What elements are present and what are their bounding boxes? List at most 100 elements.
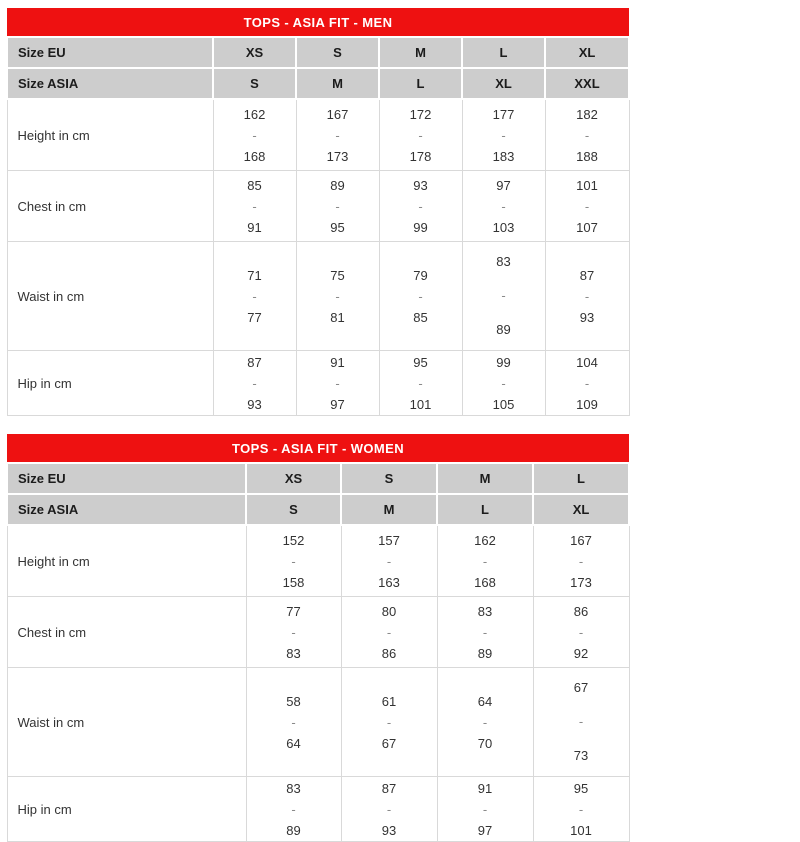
- size-cell: S: [212, 67, 297, 100]
- range-min: 93: [413, 177, 428, 193]
- measure-row-hip: Hip in cm 83 - 89 87 - 93 91 - 97 95 - 101: [6, 776, 630, 842]
- range-dash: -: [291, 801, 296, 817]
- range-dash: -: [578, 714, 584, 729]
- range-cell: 67 - 73: [532, 667, 630, 777]
- table-title-row: TOPS - ASIA FIT - MEN: [7, 8, 630, 37]
- range-cell: 64 - 70: [436, 667, 534, 777]
- row-label: Size ASIA: [6, 67, 214, 100]
- range-max: 158: [282, 574, 305, 590]
- range-max: 64: [286, 735, 301, 751]
- range-max: 86: [381, 645, 397, 661]
- size-cell: M: [340, 493, 438, 526]
- range-max: 97: [477, 822, 493, 838]
- range-dash: -: [291, 714, 296, 730]
- table-title-row: TOPS - ASIA FIT - WOMEN: [7, 434, 630, 463]
- range-cell: 75 - 81: [295, 241, 380, 351]
- range-cell: 182 - 188: [544, 98, 630, 171]
- row-label: Chest in cm: [6, 170, 214, 242]
- range-max: 109: [576, 396, 598, 412]
- range-cell: 93 - 99: [378, 170, 463, 242]
- range-min: 162: [243, 106, 266, 122]
- range-cell: 83 - 89: [461, 241, 546, 351]
- range-min: 101: [576, 177, 598, 193]
- range-cell: 162 - 168: [436, 524, 534, 597]
- range-min: 64: [477, 693, 493, 709]
- range-cell: 162 - 168: [212, 98, 297, 171]
- range-max: 89: [496, 322, 511, 337]
- range-cell: 80 - 86: [340, 596, 438, 668]
- range-dash: -: [578, 624, 584, 640]
- size-row-eu: Size EU XS S M L: [6, 462, 631, 495]
- row-label: Waist in cm: [6, 241, 214, 351]
- range-dash: -: [386, 714, 392, 730]
- range-min: 95: [573, 780, 589, 796]
- row-label: Chest in cm: [6, 596, 247, 668]
- range-max: 173: [326, 148, 349, 164]
- range-cell: 99 - 105: [461, 350, 546, 416]
- range-dash: -: [578, 801, 584, 817]
- range-cell: 91 - 97: [295, 350, 380, 416]
- range-min: 83: [477, 603, 493, 619]
- size-cell: XL: [543, 36, 631, 69]
- range-min: 87: [247, 354, 262, 370]
- range-min: 87: [381, 780, 397, 796]
- range-dash: -: [501, 288, 506, 303]
- measure-row-waist: Waist in cm 58 - 64 61 - 67 64 - 70 67 - 73: [6, 667, 630, 777]
- range-max: 67: [381, 735, 397, 751]
- range-max: 89: [477, 645, 493, 661]
- range-max: 77: [247, 309, 262, 325]
- range-max: 89: [286, 822, 301, 838]
- range-dash: -: [291, 553, 296, 569]
- range-cell: 167 - 173: [295, 98, 380, 171]
- range-min: 172: [409, 106, 432, 122]
- range-dash: -: [252, 375, 257, 391]
- range-min: 80: [381, 603, 397, 619]
- size-cell: L: [378, 67, 463, 100]
- range-min: 67: [573, 680, 589, 695]
- range-min: 83: [286, 780, 301, 796]
- range-max: 93: [381, 822, 397, 838]
- range-cell: 152 - 158: [245, 524, 342, 597]
- range-cell: 71 - 77: [212, 241, 297, 351]
- size-cell: XS: [245, 462, 342, 495]
- range-cell: 83 - 89: [436, 596, 534, 668]
- range-dash: -: [584, 127, 590, 143]
- range-max: 83: [286, 645, 301, 661]
- range-min: 71: [247, 267, 262, 283]
- size-row-eu: Size EU XS S M L XL: [6, 36, 631, 69]
- range-cell: 172 - 178: [378, 98, 463, 171]
- size-cell: L: [531, 462, 631, 495]
- range-min: 152: [282, 532, 305, 548]
- size-row-asia: Size ASIA S M L XL XXL: [6, 67, 631, 100]
- range-cell: 87 - 93: [340, 776, 438, 842]
- range-dash: -: [386, 624, 392, 640]
- range-min: 61: [381, 693, 397, 709]
- range-dash: -: [501, 198, 506, 214]
- size-cell: S: [340, 462, 438, 495]
- range-max: 92: [573, 645, 589, 661]
- size-cell: XL: [531, 493, 631, 526]
- range-dash: -: [482, 714, 488, 730]
- range-max: 97: [330, 396, 345, 412]
- range-dash: -: [584, 375, 590, 391]
- range-min: 162: [474, 532, 496, 548]
- range-max: 99: [413, 219, 428, 235]
- range-dash: -: [252, 198, 257, 214]
- row-label: Size ASIA: [6, 493, 247, 526]
- size-cell: S: [245, 493, 342, 526]
- range-max: 95: [330, 219, 345, 235]
- range-cell: 91 - 97: [436, 776, 534, 842]
- range-cell: 177 - 183: [461, 98, 546, 171]
- range-cell: 101 - 107: [544, 170, 630, 242]
- range-dash: -: [418, 198, 423, 214]
- range-dash: -: [501, 127, 506, 143]
- range-min: 99: [496, 354, 511, 370]
- range-cell: 95 - 101: [378, 350, 463, 416]
- size-cell: M: [436, 462, 534, 495]
- range-min: 91: [330, 354, 345, 370]
- range-cell: 104 - 109: [544, 350, 630, 416]
- range-dash: -: [418, 375, 423, 391]
- range-min: 177: [492, 106, 515, 122]
- range-dash: -: [252, 127, 257, 143]
- range-max: 93: [247, 396, 262, 412]
